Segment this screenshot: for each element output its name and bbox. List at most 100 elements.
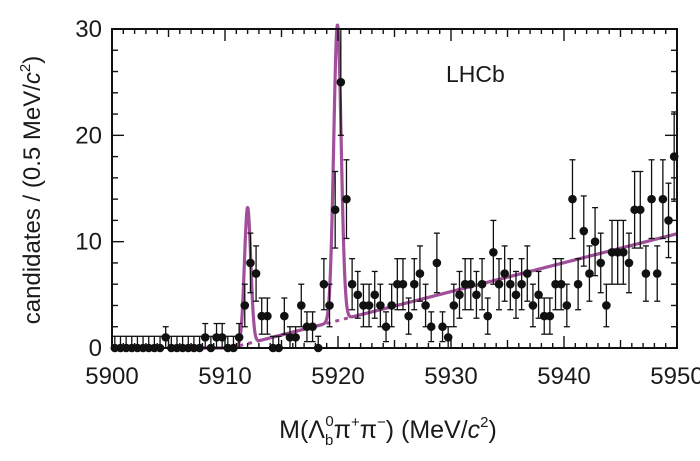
data-marker	[652, 269, 662, 278]
x-tick-label: 5940	[537, 363, 590, 390]
data-marker	[522, 269, 532, 278]
data-marker	[494, 279, 504, 289]
data-marker	[466, 279, 476, 289]
data-point	[573, 258, 583, 311]
data-point	[398, 258, 408, 311]
data-point	[500, 245, 509, 302]
data-marker	[263, 311, 272, 321]
data-point	[568, 159, 577, 240]
data-marker	[246, 258, 255, 268]
data-point	[528, 283, 538, 328]
data-layer	[110, 28, 679, 353]
data-marker	[409, 279, 419, 289]
data-marker	[291, 333, 300, 342]
data-marker	[353, 290, 363, 300]
data-marker	[438, 322, 447, 332]
xlabel-sup0: 0	[325, 413, 333, 430]
xlabel-pi2: π	[360, 416, 377, 444]
data-marker	[404, 311, 413, 321]
data-marker	[370, 290, 380, 300]
data-point	[432, 232, 442, 294]
y-axis-title: candidates / (0.5 MeV/c2)	[17, 56, 46, 324]
data-point	[347, 258, 357, 311]
data-point	[251, 245, 261, 302]
data-marker	[296, 301, 306, 310]
data-point	[370, 270, 380, 319]
data-marker	[240, 301, 250, 310]
data-marker	[477, 279, 487, 289]
data-marker	[573, 279, 583, 289]
data-point	[376, 283, 385, 328]
data-point	[635, 170, 645, 249]
data-point	[296, 283, 306, 328]
data-marker	[489, 248, 498, 257]
data-point	[421, 283, 430, 328]
data-point	[647, 159, 656, 240]
xlabel-close: )	[489, 416, 497, 444]
data-point	[263, 297, 272, 335]
xlabel-units: ) (MeV/	[386, 416, 468, 444]
data-marker	[161, 333, 170, 342]
data-marker	[398, 279, 408, 289]
data-point	[556, 258, 566, 311]
data-marker	[562, 301, 572, 310]
data-marker	[483, 311, 493, 321]
data-marker	[556, 279, 566, 289]
x-tick-label: 5930	[424, 363, 477, 390]
data-point	[585, 245, 594, 302]
y-tick-label: 0	[89, 335, 102, 362]
data-point	[217, 322, 227, 348]
data-marker	[387, 301, 396, 310]
data-marker	[590, 237, 600, 246]
data-point	[240, 283, 250, 328]
xlabel-pi1: π	[334, 416, 351, 444]
data-marker	[251, 269, 261, 278]
data-point	[325, 283, 334, 328]
x-axis-title: M(Λb0π+π−) (MeV/c2)	[279, 413, 497, 449]
data-point	[246, 232, 255, 294]
data-point	[234, 322, 244, 348]
data-marker	[647, 194, 656, 204]
data-point	[489, 219, 498, 285]
fit-layer	[201, 23, 679, 350]
data-point	[590, 206, 600, 277]
data-marker	[579, 226, 589, 236]
data-point	[641, 245, 651, 302]
data-marker	[500, 269, 509, 278]
data-point	[494, 258, 504, 311]
data-marker	[511, 290, 521, 300]
x-tick-label: 5900	[85, 363, 138, 390]
data-point	[415, 245, 425, 302]
data-marker	[200, 333, 210, 342]
data-marker	[517, 279, 526, 289]
data-marker	[432, 258, 442, 268]
data-point	[534, 270, 543, 319]
data-point	[449, 283, 459, 328]
data-point	[455, 270, 464, 319]
data-marker	[545, 311, 555, 321]
data-point	[280, 297, 289, 335]
data-point	[596, 232, 606, 294]
x-tick-label: 5920	[311, 363, 364, 390]
data-point	[426, 311, 436, 343]
data-point	[466, 258, 476, 311]
data-marker	[619, 248, 628, 257]
data-marker	[280, 311, 289, 321]
data-marker	[449, 301, 459, 310]
y-tick-label: 10	[75, 229, 102, 256]
xlabel-sub: b	[325, 432, 333, 449]
ylabel-c: c	[19, 72, 46, 84]
data-point	[319, 258, 329, 311]
data-point	[342, 159, 351, 240]
data-marker	[658, 194, 668, 204]
data-point	[602, 283, 611, 328]
data-point	[562, 283, 572, 328]
data-marker	[585, 269, 594, 278]
ylabel-sup: 2	[17, 64, 34, 72]
data-point	[387, 283, 396, 328]
data-marker	[596, 258, 606, 268]
data-point	[381, 311, 391, 343]
data-marker	[635, 205, 645, 215]
data-point	[619, 219, 628, 285]
